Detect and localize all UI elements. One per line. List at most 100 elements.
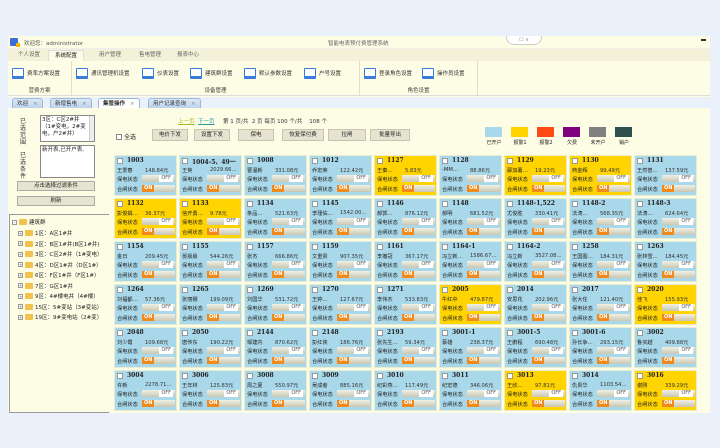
- menu-tab-users[interactable]: 用户管理: [99, 52, 122, 58]
- switch-toggle[interactable]: ON: [532, 400, 565, 407]
- login-role-button[interactable]: 登录角色设置: [364, 67, 412, 79]
- close-icon[interactable]: ×: [130, 101, 135, 107]
- card-checkbox[interactable]: [572, 330, 578, 336]
- power-guard-toggle[interactable]: OFF: [597, 218, 630, 225]
- card-checkbox[interactable]: [377, 244, 383, 250]
- meter-card[interactable]: 2193 张先生… 59.34元 保电状态 OFF 合闸状态 ON: [374, 327, 437, 368]
- card-checkbox[interactable]: [312, 201, 318, 207]
- power-guard-toggle[interactable]: OFF: [207, 390, 240, 397]
- power-guard-toggle[interactable]: OFF: [597, 304, 630, 311]
- card-checkbox[interactable]: [507, 158, 513, 164]
- page-tab-welcome[interactable]: 欢迎 ×: [12, 98, 43, 108]
- switch-toggle[interactable]: ON: [207, 228, 240, 235]
- switch-toggle[interactable]: ON: [142, 400, 175, 407]
- filter-button[interactable]: 点击选择过滤条件: [17, 181, 95, 191]
- card-checkbox[interactable]: [637, 158, 643, 164]
- switch-toggle[interactable]: ON: [597, 185, 630, 192]
- power-guard-toggle[interactable]: OFF: [467, 218, 500, 225]
- switch-toggle[interactable]: ON: [467, 314, 500, 321]
- switch-toggle[interactable]: ON: [662, 314, 695, 321]
- building-settings-button[interactable]: 建筑群设置: [190, 67, 233, 79]
- card-checkbox[interactable]: [442, 158, 448, 164]
- power-guard-toggle[interactable]: OFF: [272, 218, 305, 225]
- expand-icon[interactable]: +: [18, 283, 23, 288]
- meter-card[interactable]: 2048 刘少霞 109.68元 保电状态 OFF 合闸状态 ON: [114, 327, 177, 368]
- power-guard-toggle[interactable]: OFF: [597, 261, 630, 268]
- power-guard-toggle[interactable]: OFF: [272, 347, 305, 354]
- settings-push-button[interactable]: 设置下发: [194, 129, 230, 141]
- power-guard-toggle[interactable]: OFF: [467, 175, 500, 182]
- card-checkbox[interactable]: [247, 158, 253, 164]
- next-page-link[interactable]: 下一页: [198, 119, 215, 125]
- power-guard-toggle[interactable]: OFF: [532, 218, 565, 225]
- menu-tab-reports[interactable]: 报表中心: [177, 52, 200, 58]
- power-guard-toggle[interactable]: OFF: [597, 390, 630, 397]
- meter-card[interactable]: 3008 周之夏 550.97元 保电状态 OFF 合闸状态 ON: [244, 370, 307, 411]
- close-icon[interactable]: ×: [191, 101, 196, 107]
- meter-card[interactable]: 1269 刘国华 531.72元 保电状态 OFF 合闸状态 ON: [244, 284, 307, 325]
- close-icon[interactable]: ×: [82, 101, 87, 107]
- card-checkbox[interactable]: [637, 287, 643, 293]
- power-guard-toggle[interactable]: OFF: [272, 261, 305, 268]
- power-guard-button[interactable]: 保电: [238, 129, 274, 141]
- switch-toggle[interactable]: ON: [337, 357, 370, 364]
- switch-toggle[interactable]: ON: [142, 271, 175, 278]
- power-guard-toggle[interactable]: OFF: [402, 347, 435, 354]
- meter-card[interactable]: 3013 王欣… 97.81元 保电状态 OFF 合闸状态 ON: [504, 370, 567, 411]
- switch-toggle[interactable]: ON: [662, 228, 695, 235]
- switch-toggle[interactable]: ON: [272, 400, 305, 407]
- switch-toggle[interactable]: ON: [467, 271, 500, 278]
- switch-toggle[interactable]: ON: [142, 314, 175, 321]
- switch-toggle[interactable]: ON: [467, 400, 500, 407]
- card-checkbox[interactable]: [572, 201, 578, 207]
- power-guard-toggle[interactable]: OFF: [467, 304, 500, 311]
- card-checkbox[interactable]: [247, 330, 253, 336]
- price-push-button[interactable]: 电价下发: [152, 129, 188, 141]
- switch-toggle[interactable]: ON: [597, 228, 630, 235]
- card-checkbox[interactable]: [312, 158, 318, 164]
- expand-icon[interactable]: +: [18, 262, 23, 267]
- card-checkbox[interactable]: [507, 287, 513, 293]
- switch-toggle[interactable]: ON: [532, 185, 565, 192]
- meter-card[interactable]: 1134 条品… 521.63元 保电状态 OFF 合闸状态 ON: [244, 198, 307, 239]
- card-checkbox[interactable]: [117, 373, 123, 379]
- switch-toggle[interactable]: ON: [532, 271, 565, 278]
- switch-toggle[interactable]: ON: [597, 314, 630, 321]
- card-checkbox[interactable]: [442, 244, 448, 250]
- switch-toggle[interactable]: ON: [467, 185, 500, 192]
- expand-icon[interactable]: +: [18, 304, 23, 309]
- expand-icon[interactable]: +: [18, 230, 23, 236]
- card-checkbox[interactable]: [182, 158, 188, 164]
- power-guard-toggle[interactable]: OFF: [662, 175, 695, 182]
- meter-card[interactable]: 1155 晏晨晨 544.26元 保电状态 OFF 合闸状态 ON: [179, 241, 242, 282]
- card-checkbox[interactable]: [572, 287, 578, 293]
- tree-root[interactable]: - 建筑群: [12, 217, 46, 227]
- meter-card[interactable]: 2050 唐传东 190.22元 保电状态 OFF 合闸状态 ON: [179, 327, 242, 368]
- meter-card[interactable]: 2005 牛红中 479.87元 保电状态 OFF 合闸状态 ON: [439, 284, 502, 325]
- power-guard-toggle[interactable]: OFF: [662, 261, 695, 268]
- power-guard-toggle[interactable]: OFF: [662, 304, 695, 311]
- menu-tab-sales[interactable]: 售电管理: [139, 52, 162, 58]
- card-checkbox[interactable]: [182, 244, 188, 250]
- switch-toggle[interactable]: ON: [337, 314, 370, 321]
- meter-card[interactable]: 3001-5 王鹏程 690.48元 保电状态 OFF 合闸状态 ON: [504, 327, 567, 368]
- card-checkbox[interactable]: [572, 158, 578, 164]
- power-guard-toggle[interactable]: OFF: [337, 347, 370, 354]
- card-checkbox[interactable]: [442, 330, 448, 336]
- comm-manager-button[interactable]: 通讯管理机设置: [76, 67, 130, 79]
- switch-toggle[interactable]: ON: [337, 400, 370, 407]
- expand-icon[interactable]: +: [18, 272, 23, 278]
- meter-card[interactable]: 1148-3 法涛… 624.64元 保电状态 OFF 合闸状态 ON: [634, 198, 697, 239]
- tree-item[interactable]: +9区：4#楼电井（4#楼）: [18, 291, 99, 301]
- card-checkbox[interactable]: [507, 244, 513, 250]
- tree-item[interactable]: +15区：5#变站（3#变站）: [18, 302, 102, 312]
- card-checkbox[interactable]: [312, 287, 318, 293]
- meter-card[interactable]: 3006 王年林 125.83元 保电状态 OFF 合闸状态 ON: [179, 370, 242, 411]
- tree-item[interactable]: +6区：F区1#井（F区1#）: [18, 270, 100, 280]
- switch-toggle[interactable]: ON: [597, 400, 630, 407]
- card-checkbox[interactable]: [117, 244, 123, 250]
- card-checkbox[interactable]: [182, 373, 188, 379]
- meter-card[interactable]: 1133 信开勇… 9.78元 保电状态 OFF 合闸状态 ON: [179, 198, 242, 239]
- switch-toggle[interactable]: ON: [597, 271, 630, 278]
- range-list[interactable]: 3区：C区2#井（1#变电，2#变电，户2#井）: [40, 115, 95, 142]
